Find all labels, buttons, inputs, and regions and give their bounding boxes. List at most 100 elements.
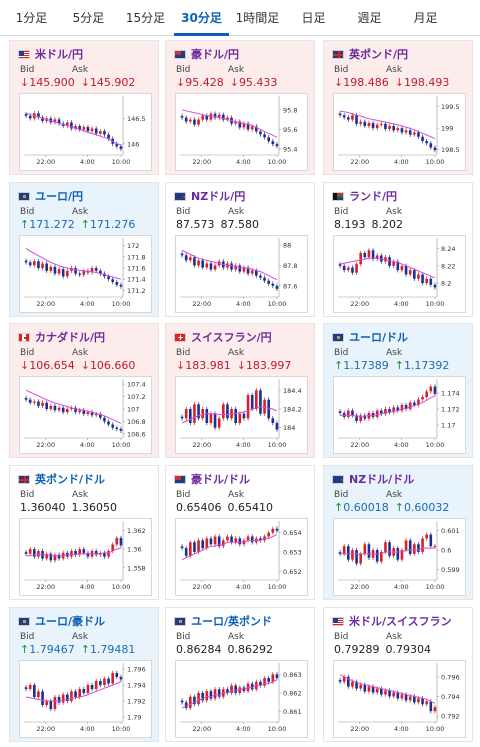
- rate-card[interactable]: NZドル/円 Bid Ask 87.573 87.580 88 87.8 87.6 22:00 4…: [165, 182, 315, 317]
- pair-name-link[interactable]: NZドル/ドル: [332, 471, 414, 487]
- candle-body: [404, 265, 408, 275]
- bid-price: ↑171.272: [20, 218, 75, 231]
- pair-name-link[interactable]: 豪ドル/円: [174, 46, 239, 62]
- pair-label: ユーロ/豪ドル: [35, 615, 106, 628]
- tab-6[interactable]: 週足: [357, 11, 382, 25]
- tab-4[interactable]: 1時間足: [235, 11, 280, 25]
- y-tick-label: 172: [127, 242, 139, 250]
- pair-label: 豪ドル/ドル: [191, 473, 251, 486]
- rate-card[interactable]: 米ドル/円 Bid Ask ↓145.900 ↓145.902 146.5 146 22:00…: [9, 40, 159, 175]
- candle-body: [57, 697, 61, 703]
- candle-body: [271, 283, 275, 286]
- tab-7[interactable]: 月足: [413, 11, 438, 25]
- pair-name-link[interactable]: ユーロ/英ポンド: [174, 613, 272, 629]
- x-tick-label: 22:00: [36, 158, 55, 166]
- rate-card[interactable]: ランド/円 Bid Ask 8.193 8.202 8.24 8.22 8.2 22:00 4:0…: [323, 182, 473, 317]
- candle-body: [421, 274, 424, 284]
- rate-card[interactable]: ユーロ/豪ドル Bid Ask ↑1.79467 ↑1.79481 1.796 1.794 1…: [9, 607, 159, 742]
- ask-label: Ask: [386, 65, 403, 75]
- candle-body: [115, 673, 119, 677]
- candle-body: [184, 255, 188, 261]
- bid-label: Bid: [334, 348, 349, 358]
- price-row: ↓95.428 ↓95.433: [176, 76, 283, 89]
- pair-name-link[interactable]: ユーロ/円: [18, 188, 83, 204]
- rate-card[interactable]: 豪ドル/円 Bid Ask ↓95.428 ↓95.433 95.8 95.6 95.4 22:…: [165, 40, 315, 175]
- pair-name-link[interactable]: 米ドル/スイスフラン: [332, 613, 452, 629]
- pair-name-link[interactable]: ユーロ/豪ドル: [18, 613, 105, 629]
- y-tick-label: 146.5: [127, 115, 146, 123]
- candle-body: [86, 552, 90, 557]
- candle-body: [388, 126, 391, 130]
- candle-body: [213, 689, 217, 699]
- y-tick-label: 171.6: [127, 265, 146, 273]
- mini-chart[interactable]: 0.796 0.794 0.792 22:00 4:00 10:00: [333, 660, 466, 738]
- pair-name-link[interactable]: スイスフラン/円: [174, 329, 272, 345]
- y-tick-label: 0.792: [441, 713, 460, 721]
- x-tick-label: 10:00: [426, 300, 445, 308]
- pair-name-link[interactable]: ランド/円: [332, 188, 397, 204]
- pair-name-link[interactable]: 豪ドル/ドル: [174, 471, 250, 487]
- candle-body: [425, 278, 428, 284]
- y-tick-label: 95.4: [283, 146, 297, 154]
- candle-body: [271, 141, 275, 145]
- pair-name-link[interactable]: 英ポンド/ドル: [18, 471, 105, 487]
- tab-1[interactable]: 5分足: [72, 11, 105, 25]
- tab-0[interactable]: 1分足: [15, 11, 48, 25]
- candle-body: [86, 127, 90, 132]
- pair-name-link[interactable]: 米ドル/円: [18, 46, 83, 62]
- mini-chart[interactable]: 107.4 107.2 107 106.8 106.6 22:00 4:00 10:00: [19, 376, 152, 454]
- moving-average-line: [181, 249, 278, 281]
- candle-body: [205, 115, 209, 120]
- y-tick-label: 0.653: [283, 548, 302, 556]
- mini-chart[interactable]: 0.601 0.6 0.599 22:00 4:00 10:00: [333, 518, 466, 596]
- mini-chart[interactable]: 146.5 146 22:00 4:00 10:00: [19, 93, 152, 171]
- candle-body: [275, 674, 279, 679]
- rate-card[interactable]: 米ドル/スイスフラン Bid Ask 0.79289 0.79304 0.796 0.794…: [323, 607, 473, 742]
- candle-body: [184, 409, 188, 419]
- mini-chart[interactable]: 0.654 0.653 0.652 22:00 4:00 10:00: [175, 518, 308, 596]
- mini-chart[interactable]: 88 87.8 87.6 22:00 4:00 10:00: [175, 235, 308, 313]
- rate-card[interactable]: 英ポンド/ドル Bid Ask 1.36040 1.36050 1.362 1.36 1.35…: [9, 465, 159, 600]
- candle-body: [90, 685, 94, 689]
- rate-card[interactable]: ユーロ/英ポンド Bid Ask 0.86284 0.86292 0.863 0.862 0.…: [165, 607, 315, 742]
- rate-card[interactable]: ユーロ/円 Bid Ask ↑171.272 ↑171.276 172 171.8 171.6…: [9, 182, 159, 317]
- tab-5[interactable]: 日足: [301, 11, 326, 25]
- rate-card[interactable]: ユーロ/ドル Bid Ask ↑1.17389 ↑1.17392 1.174 1.172 1.…: [323, 323, 473, 458]
- candle-body: [351, 115, 354, 120]
- candle-body: [275, 528, 279, 531]
- tab-2[interactable]: 15分足: [125, 11, 166, 25]
- candle-body: [234, 121, 237, 124]
- mini-chart[interactable]: 8.24 8.22 8.2 22:00 4:00 10:00: [333, 235, 466, 313]
- pair-label: ユーロ/円: [35, 190, 84, 203]
- mini-chart[interactable]: 0.863 0.862 0.861 22:00 4:00 10:00: [175, 660, 308, 738]
- tab-3[interactable]: 30分足: [174, 0, 229, 36]
- mini-chart[interactable]: 1.362 1.36 1.358 22:00 4:00 10:00: [19, 518, 152, 596]
- pair-name-link[interactable]: 英ポンド/円: [332, 46, 408, 62]
- mini-chart[interactable]: 199.5 199 198.5 22:00 4:00 10:00: [333, 93, 466, 171]
- rate-card[interactable]: NZドル/ドル Bid Ask ↑0.60018 ↑0.60032 0.601 0.6 0.5…: [323, 465, 473, 600]
- candle-body: [45, 701, 48, 705]
- rate-card[interactable]: カナダドル/円 Bid Ask ↓106.654 ↓106.660 107.4 107.2 1…: [9, 323, 159, 458]
- candle-body: [338, 680, 342, 682]
- candle-body: [119, 428, 123, 431]
- pair-name-link[interactable]: カナダドル/円: [18, 329, 105, 345]
- candlestick-chart: 1.796 1.794 1.792 1.79 22:00 4:00 10:00: [24, 663, 146, 733]
- trend-arrow-icon: ↓: [176, 359, 186, 372]
- ca-flag-icon: [18, 332, 30, 342]
- rate-card[interactable]: スイスフラン/円 Bid Ask ↓183.981 ↓183.997 184.4 184.2…: [165, 323, 315, 458]
- candle-body: [338, 411, 342, 413]
- mini-chart[interactable]: 172 171.8 171.6 171.4 171.2 22:00 4:00 10:00: [19, 235, 152, 313]
- mini-chart[interactable]: 1.174 1.172 1.17 22:00 4:00 10:00: [333, 376, 466, 454]
- rate-card[interactable]: 豪ドル/ドル Bid Ask 0.65406 0.65410 0.654 0.653 0.65…: [165, 465, 315, 600]
- mini-chart[interactable]: 1.796 1.794 1.792 1.79 22:00 4:00 10:00: [19, 660, 152, 738]
- ask-value: 1.17392: [403, 359, 450, 372]
- pair-name-link[interactable]: ユーロ/ドル: [332, 329, 408, 345]
- candle-body: [234, 685, 237, 693]
- rate-card[interactable]: 英ポンド/円 Bid Ask ↓198.486 ↓198.493 199.5 199 198.…: [323, 40, 473, 175]
- x-tick-label: 22:00: [36, 441, 55, 449]
- candle-body: [213, 265, 217, 270]
- pair-name-link[interactable]: NZドル/円: [174, 188, 245, 204]
- mini-chart[interactable]: 95.8 95.6 95.4 22:00 4:00 10:00: [175, 93, 308, 171]
- bid-label: Bid: [176, 207, 191, 217]
- mini-chart[interactable]: 184.4 184.2 184 22:00 4:00 10:00: [175, 376, 308, 454]
